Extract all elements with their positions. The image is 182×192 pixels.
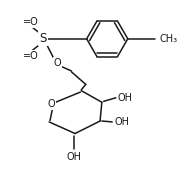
- Text: OH: OH: [118, 93, 133, 103]
- Text: CH₃: CH₃: [160, 34, 178, 44]
- Text: OH: OH: [114, 117, 129, 127]
- Text: O: O: [53, 58, 61, 68]
- Text: =O: =O: [23, 17, 38, 27]
- Text: OH: OH: [67, 152, 82, 162]
- Text: O: O: [47, 99, 55, 109]
- Text: S: S: [39, 32, 47, 45]
- Text: =O: =O: [23, 51, 38, 61]
